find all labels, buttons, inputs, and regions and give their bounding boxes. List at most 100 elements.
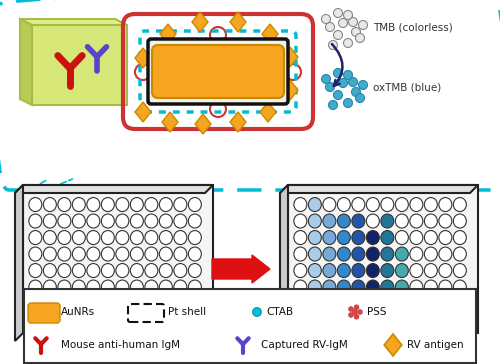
Text: Captured RV-IgM: Captured RV-IgM <box>261 340 348 350</box>
Ellipse shape <box>87 230 100 245</box>
Ellipse shape <box>352 198 365 211</box>
Ellipse shape <box>160 264 172 277</box>
Ellipse shape <box>29 214 42 228</box>
Ellipse shape <box>29 297 42 310</box>
Circle shape <box>344 99 352 107</box>
Ellipse shape <box>396 280 408 294</box>
Ellipse shape <box>174 280 187 294</box>
Ellipse shape <box>338 198 350 211</box>
Circle shape <box>356 33 364 43</box>
Polygon shape <box>15 185 213 193</box>
Ellipse shape <box>145 313 158 327</box>
Ellipse shape <box>410 230 423 245</box>
Polygon shape <box>135 48 151 68</box>
Ellipse shape <box>410 280 423 294</box>
Circle shape <box>328 100 338 110</box>
Ellipse shape <box>188 280 202 294</box>
Ellipse shape <box>454 313 466 327</box>
Ellipse shape <box>44 230 57 245</box>
Ellipse shape <box>338 280 350 294</box>
Ellipse shape <box>72 247 86 261</box>
Ellipse shape <box>396 198 408 211</box>
Ellipse shape <box>338 230 350 245</box>
Ellipse shape <box>188 198 202 211</box>
Ellipse shape <box>145 214 158 228</box>
Ellipse shape <box>439 230 452 245</box>
FancyBboxPatch shape <box>128 304 164 322</box>
Ellipse shape <box>72 214 86 228</box>
Circle shape <box>344 11 352 20</box>
Circle shape <box>352 309 358 314</box>
Polygon shape <box>15 185 23 341</box>
Ellipse shape <box>102 297 114 310</box>
Circle shape <box>348 17 358 27</box>
Polygon shape <box>195 114 211 134</box>
Polygon shape <box>192 12 208 32</box>
Polygon shape <box>230 12 246 32</box>
Ellipse shape <box>29 247 42 261</box>
Ellipse shape <box>130 264 143 277</box>
Ellipse shape <box>116 247 129 261</box>
Ellipse shape <box>130 313 143 327</box>
Ellipse shape <box>424 280 438 294</box>
Ellipse shape <box>174 264 187 277</box>
Ellipse shape <box>454 264 466 277</box>
Text: AuNRs: AuNRs <box>61 307 95 317</box>
Ellipse shape <box>308 247 322 261</box>
Circle shape <box>344 71 352 79</box>
Ellipse shape <box>87 247 100 261</box>
Ellipse shape <box>145 297 158 310</box>
Ellipse shape <box>72 230 86 245</box>
Ellipse shape <box>58 313 71 327</box>
Ellipse shape <box>145 198 158 211</box>
Circle shape <box>354 314 359 319</box>
Ellipse shape <box>188 230 202 245</box>
Ellipse shape <box>174 214 187 228</box>
Ellipse shape <box>58 264 71 277</box>
Ellipse shape <box>439 214 452 228</box>
Circle shape <box>352 87 360 96</box>
Polygon shape <box>20 19 127 25</box>
Ellipse shape <box>72 280 86 294</box>
Ellipse shape <box>396 297 408 310</box>
Circle shape <box>348 312 354 317</box>
Circle shape <box>352 28 360 36</box>
Ellipse shape <box>102 247 114 261</box>
Ellipse shape <box>410 247 423 261</box>
FancyBboxPatch shape <box>23 185 213 333</box>
FancyBboxPatch shape <box>24 289 476 363</box>
Ellipse shape <box>174 313 187 327</box>
Ellipse shape <box>29 230 42 245</box>
Ellipse shape <box>29 198 42 211</box>
Ellipse shape <box>102 264 114 277</box>
Ellipse shape <box>145 230 158 245</box>
Ellipse shape <box>454 198 466 211</box>
Ellipse shape <box>174 230 187 245</box>
Ellipse shape <box>116 214 129 228</box>
FancyArrow shape <box>212 255 270 283</box>
Ellipse shape <box>308 230 322 245</box>
Ellipse shape <box>366 313 380 327</box>
Ellipse shape <box>58 297 71 310</box>
Circle shape <box>344 39 352 47</box>
Ellipse shape <box>439 313 452 327</box>
Ellipse shape <box>294 280 307 294</box>
Ellipse shape <box>366 247 380 261</box>
Circle shape <box>358 80 368 90</box>
Polygon shape <box>160 24 176 44</box>
Ellipse shape <box>323 247 336 261</box>
Ellipse shape <box>424 214 438 228</box>
Ellipse shape <box>308 297 322 310</box>
Ellipse shape <box>44 247 57 261</box>
Polygon shape <box>230 112 246 132</box>
Ellipse shape <box>396 230 408 245</box>
Ellipse shape <box>396 264 408 277</box>
FancyBboxPatch shape <box>152 45 284 98</box>
Ellipse shape <box>188 247 202 261</box>
Ellipse shape <box>294 230 307 245</box>
Ellipse shape <box>188 214 202 228</box>
Ellipse shape <box>72 313 86 327</box>
Ellipse shape <box>72 198 86 211</box>
Ellipse shape <box>29 264 42 277</box>
Ellipse shape <box>130 297 143 310</box>
